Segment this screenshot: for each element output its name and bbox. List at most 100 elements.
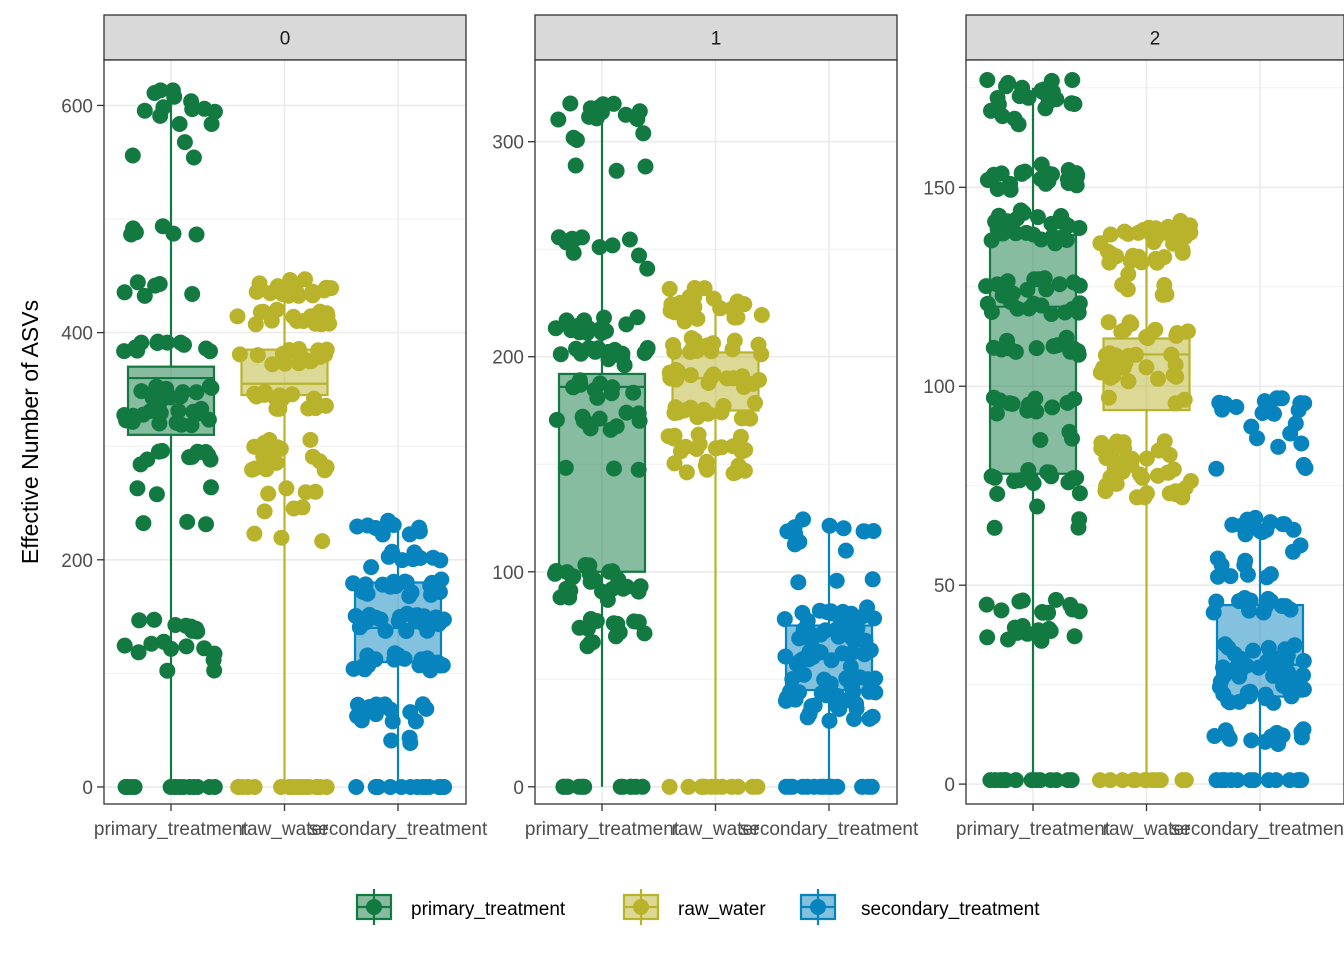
facet-strip-label: 2: [1150, 29, 1161, 50]
data-point: [1120, 347, 1137, 364]
data-point: [164, 82, 181, 99]
panel-border: [965, 59, 1344, 805]
data-point: [784, 683, 801, 700]
data-point: [149, 335, 166, 351]
data-point: [713, 404, 730, 421]
y-tick-label: 50: [934, 576, 955, 597]
data-point: [1282, 425, 1299, 442]
data-point: [184, 101, 201, 118]
data-point: [152, 393, 168, 410]
legend-key-primary_treatment: [355, 889, 393, 925]
data-point: [1138, 485, 1155, 502]
data-point: [1297, 460, 1314, 476]
data-point: [662, 370, 679, 386]
data-point: [1061, 423, 1078, 440]
data-point: [978, 596, 995, 613]
data-point: [986, 469, 1003, 486]
data-point: [582, 100, 599, 117]
data-point: [255, 303, 271, 320]
legend-label: secondary_treatment: [861, 899, 1040, 920]
data-point: [380, 548, 397, 565]
data-point: [1032, 432, 1049, 448]
data-point: [635, 125, 652, 142]
data-point: [845, 684, 862, 701]
data-point: [1293, 435, 1310, 452]
x-tick-label: secondary_treatment: [1171, 819, 1344, 840]
data-point: [696, 280, 713, 297]
data-point: [1116, 223, 1133, 240]
data-point: [988, 405, 1005, 422]
data-point: [596, 309, 612, 326]
data-point: [562, 95, 579, 112]
data-point: [784, 671, 801, 688]
data-point: [1041, 464, 1058, 481]
data-point: [249, 347, 266, 364]
data-point: [1044, 399, 1061, 416]
data-point: [994, 287, 1011, 304]
facet-strip: [534, 14, 898, 61]
data-point: [660, 428, 677, 445]
data-point: [116, 284, 133, 301]
data-point: [349, 518, 366, 535]
data-point: [269, 301, 285, 318]
data-point: [630, 461, 647, 478]
data-point: [414, 779, 431, 795]
data-point: [735, 442, 752, 459]
data-point: [1256, 393, 1273, 410]
data-point: [1174, 489, 1191, 506]
data-point: [550, 229, 567, 246]
data-point: [1289, 772, 1306, 789]
y-tick-label: 600: [61, 96, 93, 117]
data-point: [979, 72, 996, 88]
data-point: [146, 611, 163, 628]
data-point: [844, 644, 861, 661]
points-secondary_treatment: [776, 511, 884, 795]
data-point: [306, 390, 322, 407]
data-point: [1233, 651, 1250, 667]
data-point: [736, 296, 753, 313]
data-point: [269, 278, 286, 295]
data-point: [273, 529, 290, 546]
data-point: [1070, 304, 1087, 321]
data-point: [1048, 591, 1064, 608]
data-point: [1071, 277, 1088, 294]
data-point: [1068, 469, 1085, 486]
data-point: [831, 694, 848, 711]
data-point: [547, 320, 564, 337]
data-point: [625, 384, 642, 401]
data-point: [790, 574, 807, 591]
data-point: [185, 149, 202, 166]
data-point: [730, 457, 747, 474]
data-point: [139, 451, 156, 468]
points-primary_treatment: [978, 72, 1088, 789]
data-point: [1007, 225, 1024, 242]
data-point: [150, 443, 167, 460]
data-point: [833, 626, 850, 643]
facet-0: 0 0 200 400 600 primary_treatmentraw_watersec…: [61, 14, 488, 840]
data-point: [626, 613, 643, 630]
data-point: [402, 704, 419, 721]
data-point: [187, 621, 204, 637]
data-point: [393, 779, 410, 795]
points-raw_water: [229, 271, 340, 795]
data-point: [803, 632, 819, 649]
data-point: [1161, 446, 1178, 463]
data-point: [1053, 208, 1070, 224]
data-point: [1066, 628, 1083, 645]
data-point: [261, 434, 278, 451]
data-point: [819, 604, 836, 621]
data-point: [983, 304, 1000, 320]
data-point: [665, 337, 681, 353]
data-point: [303, 353, 320, 370]
data-point: [572, 345, 589, 362]
data-point: [786, 519, 803, 536]
data-point: [1063, 772, 1080, 789]
data-point: [1211, 394, 1228, 411]
data-point: [1039, 165, 1056, 182]
data-point: [749, 778, 766, 795]
y-axis-title: Effective Number of ASVs: [17, 300, 43, 564]
legend-label: raw_water: [678, 899, 766, 920]
data-point: [202, 451, 219, 468]
data-point: [734, 368, 751, 385]
legend-key-secondary_treatment: [799, 889, 837, 925]
